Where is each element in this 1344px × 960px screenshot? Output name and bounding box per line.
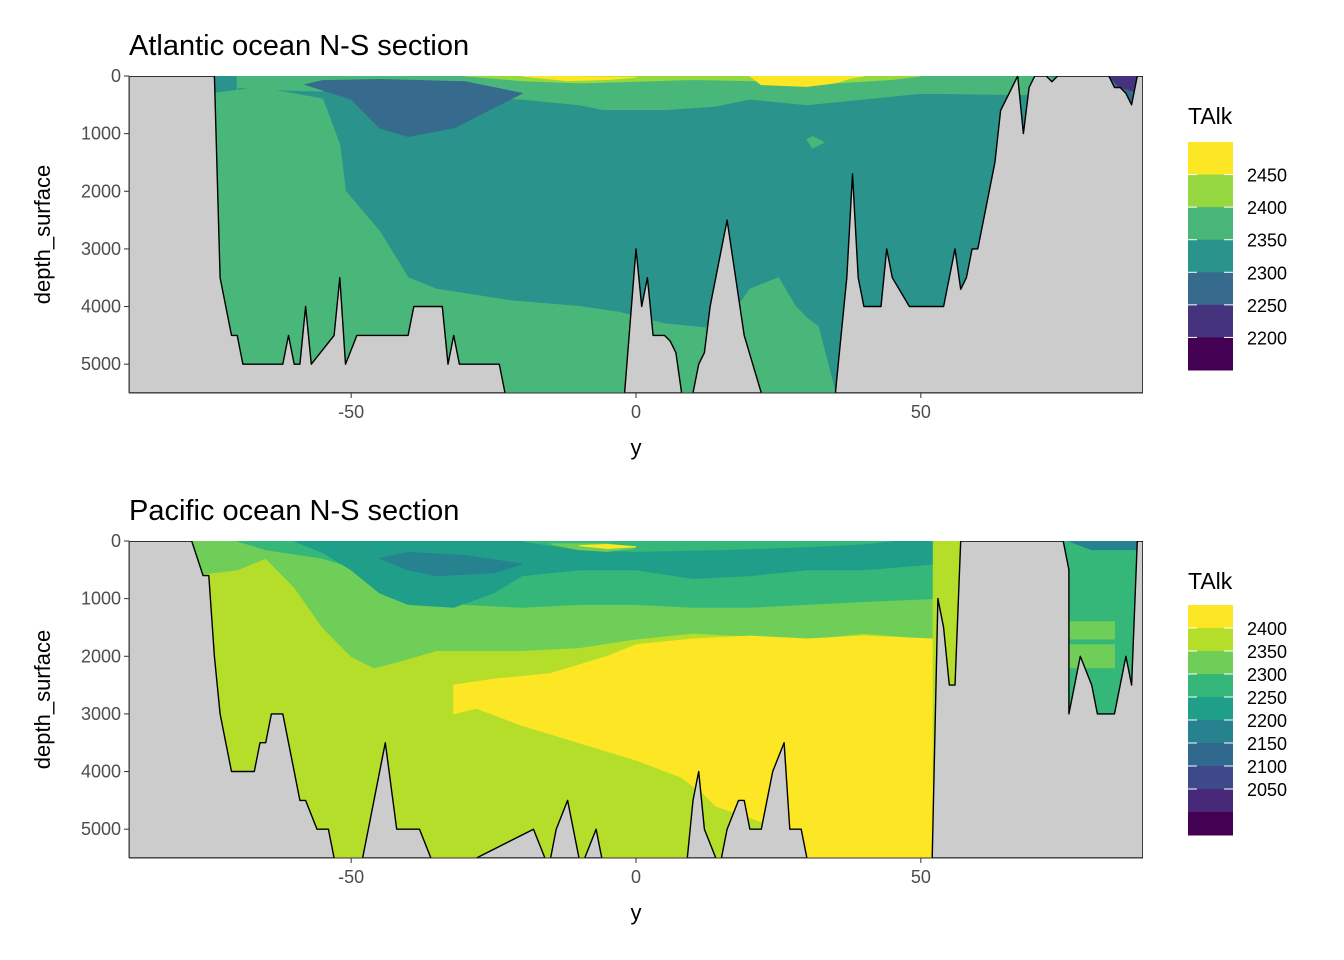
legend-swatch-3: [1188, 239, 1233, 273]
legend-swatch-6: [1188, 337, 1233, 371]
contour-band-2350-10: [1068, 621, 1115, 640]
y-tick-label-0: 0: [111, 66, 121, 86]
contour-band-2450-5: [522, 76, 637, 82]
contour-band-2200-4: [377, 551, 523, 577]
seafloor-land-0: [129, 76, 506, 393]
legend-swatch-0: [1188, 142, 1233, 176]
seafloor-land-2: [692, 219, 762, 393]
legend-swatch-2: [1188, 651, 1233, 675]
seafloor-land-0: [129, 541, 335, 858]
legend-swatch-3: [1188, 674, 1233, 698]
seafloor-land-5: [686, 770, 717, 858]
legend-swatch-5: [1188, 720, 1233, 744]
pacific-panel: Pacific ocean N-S section 0 1000 2000 3000 40…: [0, 465, 1344, 930]
contour-band-2400-7: [578, 543, 637, 550]
x-tick-label-0: 0: [631, 402, 641, 422]
legend-label-2250: 2250: [1247, 296, 1287, 316]
y-tick-label-4000: 4000: [81, 762, 121, 782]
legend-label-2150: 2150: [1247, 734, 1287, 754]
x-tick-label-50: 50: [911, 402, 931, 422]
contour-band-2300-3: [303, 78, 524, 138]
legend-swatch-1: [1188, 628, 1233, 652]
legend-swatch-7: [1188, 766, 1233, 790]
x-tick-label--50: -50: [338, 402, 364, 422]
y-tick-label-5000: 5000: [81, 819, 121, 839]
y-axis-label: depth_surface: [30, 165, 55, 304]
legend-label-2250: 2250: [1247, 688, 1287, 708]
legend-label-2200: 2200: [1247, 328, 1287, 348]
seafloor-land-7: [931, 541, 1143, 858]
x-axis-label: y: [631, 900, 642, 925]
x-tick-label-50: 50: [911, 867, 931, 887]
seafloor-land-6: [720, 742, 808, 858]
contour-band-2200-9: [1068, 541, 1143, 551]
legend-title: TAlk: [1188, 103, 1233, 129]
seafloor-land-1: [361, 742, 432, 858]
legend-swatch-4: [1188, 697, 1233, 721]
atlantic-panel: Atlantic ocean N-S section 0 1000 2000 3000 4…: [0, 0, 1344, 465]
seafloor-land-1: [623, 248, 683, 393]
y-axis-label: depth_surface: [30, 630, 55, 769]
legend-swatch-6: [1188, 743, 1233, 767]
legend-swatch-5: [1188, 304, 1233, 338]
contour-band-2400-1: [453, 635, 933, 858]
legend-title: TAlk: [1188, 568, 1233, 594]
legend-label-2050: 2050: [1247, 780, 1287, 800]
y-tick-label-2000: 2000: [81, 646, 121, 666]
y-tick-label-3000: 3000: [81, 239, 121, 259]
y-tick-label-2000: 2000: [81, 181, 121, 201]
legend-swatch-0: [1188, 605, 1233, 629]
legend-swatch-2: [1188, 207, 1233, 241]
contour-band-2400-0: [213, 86, 836, 393]
chart-title: Pacific ocean N-S section: [129, 495, 459, 527]
legend-swatch-4: [1188, 272, 1233, 306]
legend-label-2400: 2400: [1247, 619, 1287, 639]
legend-label-2450: 2450: [1247, 166, 1287, 186]
y-tick-label-4000: 4000: [81, 297, 121, 317]
seafloor-land-3: [834, 76, 1143, 393]
x-tick-label--50: -50: [338, 867, 364, 887]
y-tick-label-3000: 3000: [81, 704, 121, 724]
x-axis-label: y: [631, 435, 642, 460]
y-tick-label-1000: 1000: [81, 589, 121, 609]
contour-band-2400-7: [806, 135, 826, 149]
legend-swatch-1: [1188, 174, 1233, 208]
y-tick-label-0: 0: [111, 531, 121, 551]
legend-label-2200: 2200: [1247, 711, 1287, 731]
x-tick-label-0: 0: [631, 867, 641, 887]
legend-label-2300: 2300: [1247, 665, 1287, 685]
legend-label-2350: 2350: [1247, 231, 1287, 251]
legend-label-2300: 2300: [1247, 263, 1287, 283]
y-tick-label-1000: 1000: [81, 124, 121, 144]
legend-label-2350: 2350: [1247, 642, 1287, 662]
plot-area: [129, 541, 1143, 858]
contour-band-2450-6: [749, 76, 864, 87]
chart-svg: Atlantic ocean N-S section 0 1000 2000 3000 4…: [30, 30, 1287, 460]
chart-svg: Pacific ocean N-S section 0 1000 2000 3000 40…: [30, 495, 1287, 925]
seafloor-land-3: [549, 799, 580, 858]
legend-swatch-9: [1188, 812, 1233, 836]
plot-area: [129, 76, 1143, 393]
y-tick-label-5000: 5000: [81, 354, 121, 374]
contour-band-2350-11: [1068, 644, 1115, 669]
legend-label-2100: 2100: [1247, 757, 1287, 777]
chart-title: Atlantic ocean N-S section: [129, 30, 469, 62]
legend-label-2400: 2400: [1247, 198, 1287, 218]
seafloor-land-4: [584, 828, 603, 858]
seafloor-land-2: [475, 828, 546, 858]
legend-swatch-8: [1188, 789, 1233, 813]
